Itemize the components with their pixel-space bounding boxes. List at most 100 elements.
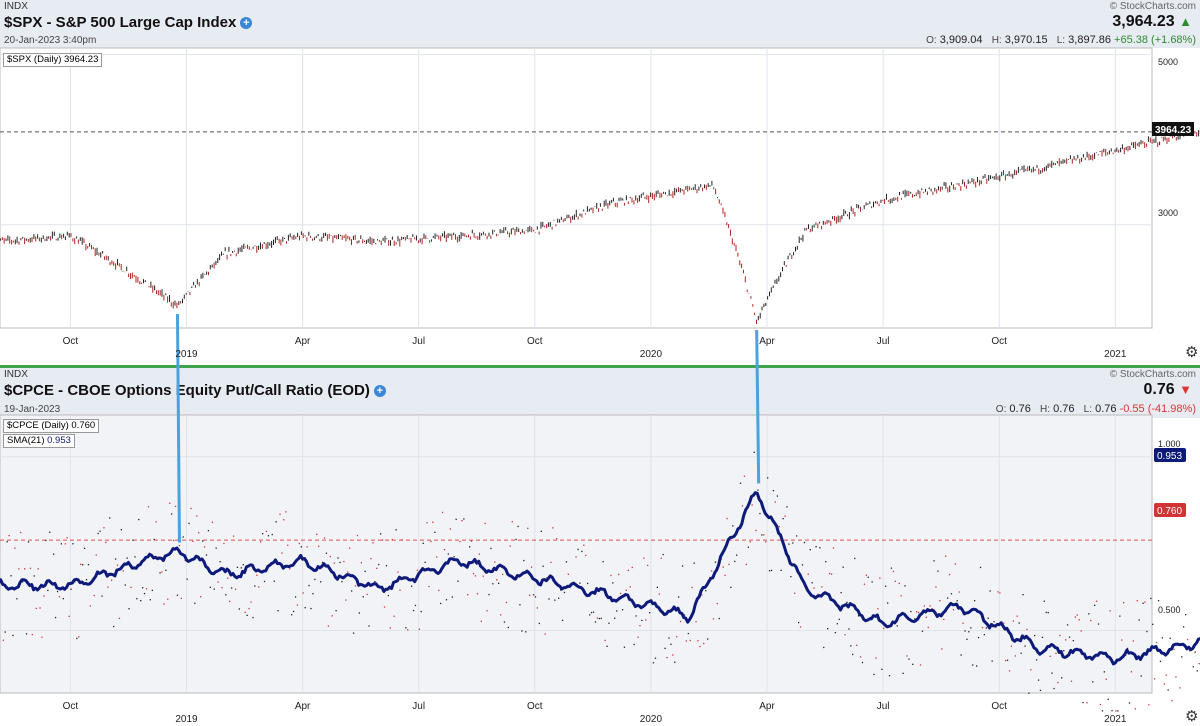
cpce-point (267, 535, 270, 537)
cpce-point (341, 581, 343, 583)
cpce-point (440, 602, 442, 605)
cpce-point (83, 547, 86, 549)
cpce-point (12, 634, 14, 637)
cpce-point (883, 627, 885, 630)
cpce-point (927, 626, 929, 629)
cpce-point (24, 568, 26, 570)
cpce-point (304, 607, 306, 609)
cpce-point (767, 477, 769, 479)
cpce-point (441, 511, 444, 514)
cpce-point (790, 576, 792, 578)
x-tick-year: 2021 (1104, 349, 1127, 360)
cpce-point (1068, 636, 1071, 638)
cpce-point (674, 661, 676, 663)
cpce-point (796, 535, 798, 537)
cpce-watermark: © StockCharts.com (1109, 369, 1196, 380)
cpce-point (794, 592, 796, 594)
cpce-point (778, 526, 780, 528)
cpce-point (114, 558, 117, 560)
cpce-point (180, 597, 182, 599)
x-tick-month: Oct (991, 336, 1007, 347)
cpce-point (223, 542, 225, 545)
cpce-point (1103, 671, 1105, 673)
cpce-point (670, 643, 672, 645)
cpce-point (45, 539, 47, 542)
cpce-point (689, 639, 691, 642)
add-plus-icon[interactable]: + (240, 17, 253, 29)
cpce-point (287, 544, 289, 546)
cpce-point (948, 573, 951, 576)
cpce-point (906, 655, 908, 657)
cpce-point (467, 594, 469, 596)
cpce-point (871, 581, 873, 583)
x-tick-year: 2019 (175, 349, 198, 360)
cpce-point (1041, 636, 1044, 638)
cpce-point (1028, 692, 1030, 694)
cpce-point (548, 598, 550, 600)
cpce-point (1121, 639, 1123, 641)
cpce-point (668, 637, 670, 639)
spx-price-tag (1152, 122, 1194, 136)
cpce-point (167, 598, 169, 600)
cpce-point (939, 600, 941, 602)
x-tick-month: Oct (63, 336, 79, 347)
cpce-point (954, 563, 956, 565)
cpce-point (1010, 645, 1013, 647)
cpce-point (333, 562, 335, 564)
x-tick-month: Oct (991, 701, 1007, 712)
spx-ohlc: O: 3,909.04 H: 3,970.15 L: 3,897.86 +65.… (926, 34, 1196, 46)
cpce-point (610, 574, 612, 577)
cpce-point (782, 518, 784, 520)
cpce-point (792, 542, 794, 544)
cpce-point (445, 599, 448, 601)
cpce-point (320, 581, 322, 583)
add-plus-icon[interactable]: + (373, 385, 386, 397)
cpce-point (550, 561, 552, 563)
cpce-point (1138, 619, 1140, 621)
cpce-point (380, 533, 382, 535)
cpce-point (314, 578, 316, 581)
cpce-point (279, 513, 281, 515)
cpce-point (645, 619, 647, 621)
cpce-point (159, 572, 161, 574)
cpce-point (583, 544, 585, 546)
cpce-point (325, 552, 328, 554)
cpce-point (1051, 672, 1053, 674)
cpce-header: INDX © StockCharts.com $CPCE - CBOE Opti… (0, 365, 1200, 418)
cpce-point (881, 668, 883, 670)
cpce-point (629, 586, 631, 588)
cpce-point (563, 591, 566, 594)
cpce-point (151, 589, 153, 591)
cpce-point (132, 539, 134, 541)
cpce-point (254, 585, 256, 587)
cpce-point (399, 589, 401, 591)
cpce-point (343, 560, 345, 563)
cpce-point (952, 609, 955, 611)
cpce-point (687, 632, 689, 635)
grid (0, 48, 1152, 693)
cpce-point (701, 594, 703, 596)
spx-series (0, 127, 1200, 324)
cpce-point (194, 602, 196, 604)
cpce-point (1167, 689, 1169, 691)
cpce-point (323, 537, 326, 539)
cpce-point (1177, 605, 1179, 608)
cpce-point (511, 521, 513, 523)
cpce-point (339, 561, 341, 564)
cpce-point (347, 571, 349, 573)
cpce-point (6, 541, 8, 543)
cpce-point (136, 598, 138, 600)
cpce-point (894, 580, 896, 582)
cpce-point (18, 568, 20, 570)
cpce-point (1171, 700, 1173, 702)
cpce-point (977, 636, 980, 639)
gear-icon[interactable]: ⚙ (1185, 708, 1199, 725)
cpce-point (109, 517, 111, 519)
cpce-point (470, 540, 473, 542)
gear-icon[interactable]: ⚙ (1185, 344, 1199, 361)
cpce-point (436, 556, 438, 558)
cpce-last-price: 0.76 ▼ (1144, 381, 1192, 399)
cpce-point (1030, 669, 1032, 671)
cpce-point (140, 600, 142, 602)
cpce-point (366, 593, 368, 596)
